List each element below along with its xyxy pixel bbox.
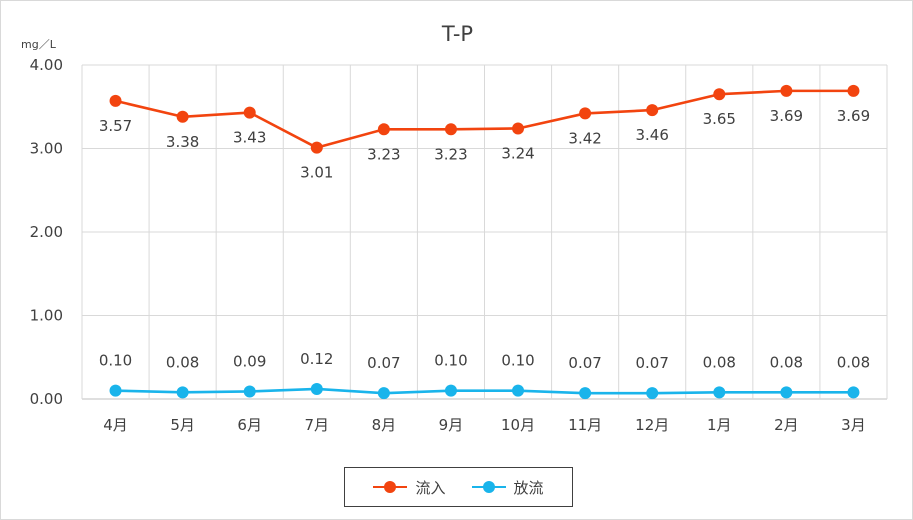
data-label: 3.65 <box>703 110 736 128</box>
data-point <box>310 382 323 395</box>
data-point <box>713 88 726 101</box>
data-label: 0.12 <box>300 350 333 368</box>
y-tick-label: 2.00 <box>30 223 63 241</box>
data-point <box>377 387 390 400</box>
y-tick-label: 3.00 <box>30 140 63 158</box>
x-tick-label: 10月 <box>501 416 535 434</box>
data-label: 3.69 <box>770 107 803 125</box>
x-tick-label: 7月 <box>305 416 330 434</box>
data-label: 0.09 <box>233 352 266 370</box>
y-tick-label: 1.00 <box>30 307 63 325</box>
data-point <box>713 386 726 399</box>
data-point <box>109 384 122 397</box>
legend: 流入 放流 <box>344 467 573 507</box>
data-label: 3.23 <box>434 145 467 163</box>
data-label: 3.43 <box>233 129 266 147</box>
series-line-outflow <box>115 387 854 395</box>
data-label: 0.08 <box>837 353 870 371</box>
y-tick-label: 0.00 <box>30 390 63 408</box>
data-point <box>847 84 860 97</box>
legend-marker-outflow <box>471 481 506 493</box>
data-point <box>579 107 592 120</box>
x-tick-label: 6月 <box>237 416 262 434</box>
data-label: 3.69 <box>837 107 870 125</box>
chart-title: T-P <box>441 22 474 46</box>
legend-item-inflow: 流入 <box>373 477 446 498</box>
data-point <box>444 384 457 397</box>
data-point <box>377 123 390 136</box>
data-label: 3.01 <box>300 164 333 182</box>
data-label: 3.24 <box>501 144 534 162</box>
x-tick-label: 12月 <box>635 416 669 434</box>
data-point <box>310 141 323 154</box>
data-point <box>780 84 793 97</box>
x-tick-label: 1月 <box>707 416 732 434</box>
x-tick-label: 11月 <box>568 416 602 434</box>
data-point <box>243 385 256 398</box>
data-label: 0.08 <box>166 353 199 371</box>
data-point <box>243 106 256 119</box>
data-label: 0.08 <box>770 353 803 371</box>
data-label: 3.38 <box>166 133 199 151</box>
data-label: 0.08 <box>703 353 736 371</box>
data-point <box>176 386 189 399</box>
legend-label-outflow: 放流 <box>513 478 544 497</box>
y-axis-unit-label: mg／L <box>21 38 56 51</box>
y-tick-label: 4.00 <box>30 56 63 74</box>
data-label: 0.07 <box>568 354 601 372</box>
data-point <box>646 104 659 117</box>
data-label: 3.46 <box>636 126 669 144</box>
x-tick-label: 9月 <box>439 416 464 434</box>
data-label: 0.10 <box>501 352 534 370</box>
data-point <box>512 384 525 397</box>
legend-label-inflow: 流入 <box>415 478 446 497</box>
x-tick-label: 2月 <box>774 416 799 434</box>
data-point <box>512 122 525 135</box>
data-label: 3.23 <box>367 145 400 163</box>
legend-marker-inflow <box>373 481 408 493</box>
data-label: 3.42 <box>568 129 601 147</box>
data-label: 0.07 <box>367 354 400 372</box>
data-point <box>109 94 122 107</box>
data-label: 0.10 <box>434 352 467 370</box>
data-label: 0.10 <box>99 352 132 370</box>
x-tick-label: 4月 <box>103 416 128 434</box>
data-point <box>579 387 592 400</box>
x-tick-label: 8月 <box>372 416 397 434</box>
data-label: 3.57 <box>99 117 132 135</box>
data-point <box>780 386 793 399</box>
x-tick-label: 3月 <box>841 416 866 434</box>
data-point <box>444 123 457 136</box>
legend-item-outflow: 放流 <box>471 477 544 498</box>
data-label: 0.07 <box>636 354 669 372</box>
data-point <box>646 387 659 400</box>
data-point <box>847 386 860 399</box>
plot-area: 0.00 1.00 2.00 3.00 4.00 4月 5月 6月 7月 8月 9月 10月 11月 12… <box>30 56 888 434</box>
x-tick-label: 5月 <box>170 416 195 434</box>
series-line-inflow <box>115 89 854 149</box>
data-point <box>176 110 189 123</box>
